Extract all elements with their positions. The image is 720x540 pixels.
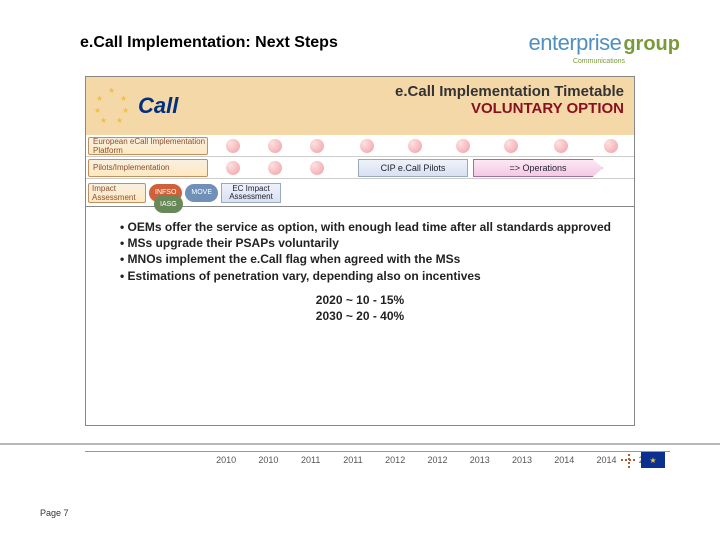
enterprise-logo: enterprise group bbox=[529, 30, 681, 56]
row-pilots-lane: CIP e.Call Pilots => Operations bbox=[208, 157, 634, 178]
milestone-dot bbox=[456, 139, 470, 153]
milestone-dot bbox=[554, 139, 568, 153]
pilots-box: CIP e.Call Pilots bbox=[358, 159, 468, 177]
slide-title: e.Call Implementation: Next Steps bbox=[80, 34, 338, 52]
milestone-dot bbox=[310, 161, 324, 175]
row-platform-label: European eCall Implementation Platform bbox=[88, 137, 208, 155]
header: e.Call Implementation: Next Steps enterp… bbox=[0, 0, 720, 66]
milestone-dot bbox=[360, 139, 374, 153]
footer-flags: ★ bbox=[621, 452, 665, 468]
estimates: 2020 ~ 10 - 15% 2030 ~ 20 - 40% bbox=[86, 292, 634, 324]
stars-icon: ★ ★ ★ ★ ★ ★ ★ bbox=[94, 86, 134, 126]
milestone-dot bbox=[268, 139, 282, 153]
year-label: 2013 bbox=[459, 455, 501, 465]
bullet-list: • OEMs offer the service as option, with… bbox=[86, 207, 634, 290]
milestone-dot bbox=[226, 139, 240, 153]
divider-line bbox=[0, 443, 720, 445]
timeline-rows: European eCall Implementation Platform P… bbox=[86, 135, 634, 207]
logo-text-group: group bbox=[623, 33, 680, 56]
milestone-dot bbox=[504, 139, 518, 153]
banner-title: e.Call Implementation Timetable VOLUNTAR… bbox=[395, 83, 624, 117]
chip-iasg: IASG bbox=[154, 195, 183, 213]
eu-flag-icon: ★ bbox=[641, 452, 665, 468]
logo-subtext: Communications bbox=[573, 58, 625, 65]
estimate-2030: 2030 ~ 20 - 40% bbox=[86, 308, 634, 324]
row-platform-dots bbox=[208, 135, 634, 156]
bullet-1: • OEMs offer the service as option, with… bbox=[120, 219, 614, 235]
row-pilots-label: Pilots/Implementation bbox=[88, 159, 208, 177]
bullet-2: • MSs upgrade their PSAPs voluntarily bbox=[120, 235, 614, 251]
content-frame: ★ ★ ★ ★ ★ ★ ★ Call e.Call Implementation… bbox=[85, 76, 635, 426]
year-label: 2011 bbox=[332, 455, 374, 465]
year-label: 2010 bbox=[205, 455, 247, 465]
bullet-4: • Estimations of penetration vary, depen… bbox=[120, 268, 614, 284]
impact-label: Impact Assessment bbox=[88, 183, 146, 203]
row-pilots: Pilots/Implementation CIP e.Call Pilots … bbox=[86, 157, 634, 179]
milestone-dot bbox=[268, 161, 282, 175]
milestone-dot bbox=[408, 139, 422, 153]
ecall-logo: Call bbox=[138, 93, 178, 119]
logo-text-enterprise: enterprise bbox=[529, 30, 622, 56]
slide: e.Call Implementation: Next Steps enterp… bbox=[0, 0, 720, 540]
banner: ★ ★ ★ ★ ★ ★ ★ Call e.Call Implementation… bbox=[86, 77, 634, 135]
bullet-3: • MNOs implement the e.Call flag when ag… bbox=[120, 251, 614, 267]
chip-move: MOVE bbox=[185, 184, 218, 202]
page-number: Page 7 bbox=[40, 508, 69, 518]
year-label: 2012 bbox=[374, 455, 416, 465]
year-label: 2013 bbox=[501, 455, 543, 465]
year-axis: 2010 2010 2011 2011 2012 2012 2013 2013 … bbox=[85, 451, 670, 465]
milestone-dot bbox=[604, 139, 618, 153]
milestone-dot bbox=[226, 161, 240, 175]
year-label: 2014 bbox=[543, 455, 585, 465]
banner-title-line2: VOLUNTARY OPTION bbox=[395, 100, 624, 117]
ec-impact-box: EC Impact Assessment bbox=[221, 183, 281, 203]
estimate-2020: 2020 ~ 10 - 15% bbox=[86, 292, 634, 308]
row-platform: European eCall Implementation Platform bbox=[86, 135, 634, 157]
year-label: 2012 bbox=[416, 455, 458, 465]
year-label: 2010 bbox=[247, 455, 289, 465]
milestone-dot bbox=[310, 139, 324, 153]
banner-title-line1: e.Call Implementation Timetable bbox=[395, 83, 624, 100]
year-label: 2011 bbox=[290, 455, 332, 465]
plus-icon bbox=[621, 452, 637, 468]
operations-arrow: => Operations bbox=[473, 159, 603, 177]
